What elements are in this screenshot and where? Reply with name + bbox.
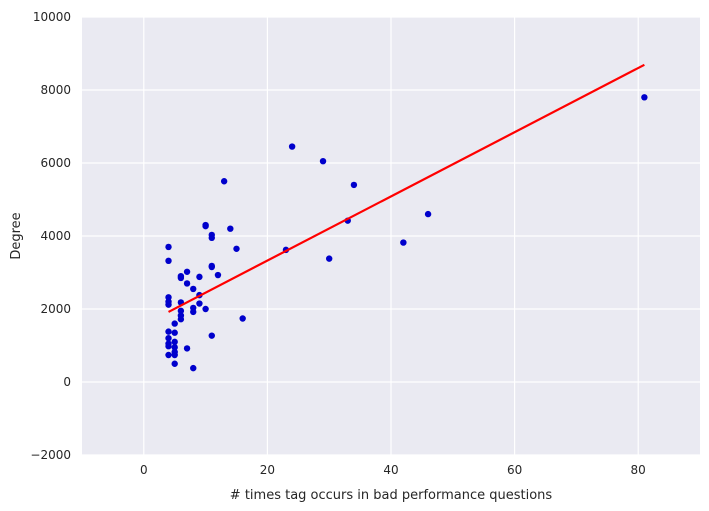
data-point — [165, 301, 172, 308]
data-point — [326, 255, 333, 262]
y-tick-label: 8000 — [40, 83, 71, 97]
data-point — [171, 338, 178, 346]
data-point — [190, 285, 197, 293]
data-point — [220, 178, 228, 185]
data-point — [165, 328, 172, 335]
data-point — [171, 329, 178, 336]
data-point — [165, 335, 172, 342]
data-point — [239, 315, 246, 322]
data-point — [233, 245, 240, 252]
data-point — [202, 305, 209, 313]
data-point — [171, 360, 178, 367]
data-point — [165, 351, 172, 359]
data-point — [183, 268, 191, 275]
y-axis-label: Degree — [9, 212, 24, 259]
data-point — [190, 308, 197, 316]
y-tick-label: 6000 — [40, 156, 71, 170]
data-point — [208, 234, 215, 242]
x-tick-label: 20 — [260, 463, 275, 477]
y-tick-label: 0 — [63, 375, 71, 389]
data-points — [165, 94, 648, 372]
data-point — [165, 343, 172, 350]
data-point — [641, 94, 648, 101]
y-tick-label: 2000 — [40, 302, 71, 316]
data-point — [177, 274, 185, 282]
y-tick-label: −2000 — [30, 448, 71, 462]
data-point — [165, 294, 172, 301]
y-tick-label: 10000 — [33, 10, 71, 24]
data-point — [183, 345, 191, 352]
data-point — [424, 210, 432, 218]
data-point — [190, 364, 197, 372]
fit-line-group — [168, 63, 645, 313]
data-point — [350, 181, 358, 189]
data-point — [165, 257, 172, 265]
data-point — [319, 157, 327, 165]
x-tick-labels: 0 20 40 60 80 — [140, 463, 646, 477]
data-point — [196, 273, 203, 281]
data-point — [208, 332, 215, 339]
data-point — [177, 307, 185, 315]
data-point — [208, 263, 215, 271]
data-point — [196, 300, 203, 307]
data-point — [288, 143, 296, 150]
x-tick-label: 40 — [383, 463, 398, 477]
data-point — [171, 320, 178, 327]
y-tick-label: 4000 — [40, 229, 71, 243]
x-tick-label: 60 — [507, 463, 522, 477]
data-point — [214, 271, 222, 279]
x-tick-label: 0 — [140, 463, 148, 477]
x-axis-label: # times tag occurs in bad performance qu… — [230, 488, 553, 503]
x-tick-label: 80 — [631, 463, 646, 477]
data-point — [400, 239, 407, 246]
data-point — [202, 222, 209, 230]
data-point — [227, 225, 234, 232]
data-point — [177, 316, 185, 323]
data-point — [183, 280, 191, 287]
fit-line — [168, 63, 645, 313]
data-point — [171, 344, 178, 351]
data-point — [165, 243, 172, 251]
y-tick-labels: −2000 0 2000 4000 6000 8000 10000 — [30, 10, 71, 462]
data-point — [171, 351, 178, 359]
